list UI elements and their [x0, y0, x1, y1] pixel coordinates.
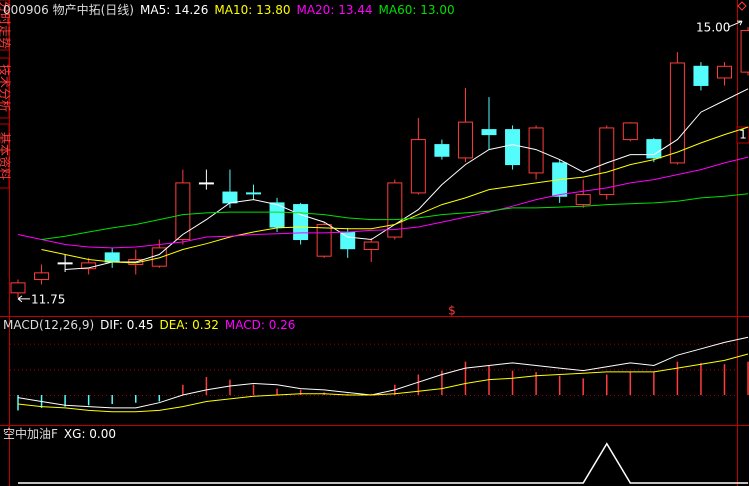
candle-body [622, 122, 638, 141]
candle-body [505, 129, 521, 166]
panel-header: 000906 物产中拓(日线) MA5: 14.26 MA10: 13.80 MA20… [3, 2, 455, 17]
panel-title: MACD(12,26,9) [3, 318, 94, 332]
macd-line [17, 336, 749, 409]
legend-sep: : [81, 427, 89, 441]
panel-header: 空中加油F XG: 0.00 [3, 426, 116, 441]
side-tab [0, 57, 10, 119]
candle-body [717, 65, 732, 79]
candle-body [575, 194, 591, 206]
candle-body [10, 282, 26, 294]
side-tab-label: 基本资料 [0, 132, 12, 180]
candle-body [104, 252, 120, 263]
candle-body [269, 202, 285, 228]
candle-body [693, 65, 709, 86]
candle-body [222, 191, 238, 204]
candle-body [599, 127, 615, 196]
candle-body [740, 29, 749, 73]
side-tab [0, 123, 10, 189]
legend-sep: : [166, 3, 174, 17]
legend-value: 0.45 [127, 318, 154, 332]
legend-sep: : [119, 318, 127, 332]
candle-body [669, 62, 685, 164]
legend-name: MA20 [296, 3, 330, 17]
legend-value: 13.00 [420, 3, 454, 17]
candle-body [457, 121, 473, 159]
panel-title: 000906 物产中拓(日线) [3, 2, 134, 17]
legend-sep: : [261, 318, 269, 332]
panel-title: 空中加油F [3, 426, 58, 441]
candle-body [316, 224, 332, 257]
candle-body [646, 139, 662, 159]
legend-name: MA60 [379, 3, 413, 17]
candle-body [410, 139, 426, 194]
candle-body [481, 129, 497, 136]
ma-line [41, 126, 749, 264]
candle-body [198, 182, 214, 185]
legend-value: 0.26 [269, 318, 296, 332]
side-tab-label: 分时走势 [0, 1, 12, 49]
legend-value: 13.80 [256, 3, 290, 17]
side-tab [0, 0, 10, 51]
annotation-arrow [727, 20, 743, 28]
candle-body [293, 204, 309, 241]
candle-body [434, 144, 450, 157]
candle-body [34, 272, 50, 281]
right-marker-box [736, 126, 749, 144]
legend-value: 0.00 [89, 427, 116, 441]
candle-body [340, 231, 356, 250]
legend-sep: : [184, 318, 192, 332]
legend-name: MA10 [214, 3, 248, 17]
legend-name: DIF [100, 318, 120, 332]
legend-sep: : [330, 3, 338, 17]
legend-value: 14.26 [174, 3, 208, 17]
corner-diamond [737, 1, 747, 11]
candle-body [363, 241, 379, 251]
legend-sep: : [248, 3, 256, 17]
legend-name: MA5 [140, 3, 166, 17]
low-annotation: 11.75 [31, 292, 65, 306]
legend-value: 0.32 [192, 318, 219, 332]
legend-name: XG [64, 427, 82, 441]
legend-name: DEA [159, 318, 185, 332]
legend-name: MACD [225, 318, 261, 332]
candle-body [246, 192, 261, 195]
signal-marker: $ [448, 304, 456, 318]
ma-line [65, 88, 749, 270]
annotation-arrow [17, 295, 30, 303]
legend-sep: : [412, 3, 420, 17]
candle-body [57, 262, 73, 265]
legend-value: 13.44 [338, 3, 372, 17]
ma-line [17, 156, 749, 249]
ma-line [41, 193, 749, 240]
high-annotation: 15.00 [696, 21, 730, 35]
side-tab-label: 技术分析 [0, 64, 12, 112]
indicator-line [18, 442, 749, 484]
candle-body [528, 127, 544, 174]
macd-line [17, 353, 749, 413]
right-marker: 1 [739, 128, 747, 142]
panel-header: MACD(12,26,9) DIF: 0.45 DEA: 0.32 MACD: 0.2… [3, 318, 295, 332]
candle-body [175, 182, 191, 241]
